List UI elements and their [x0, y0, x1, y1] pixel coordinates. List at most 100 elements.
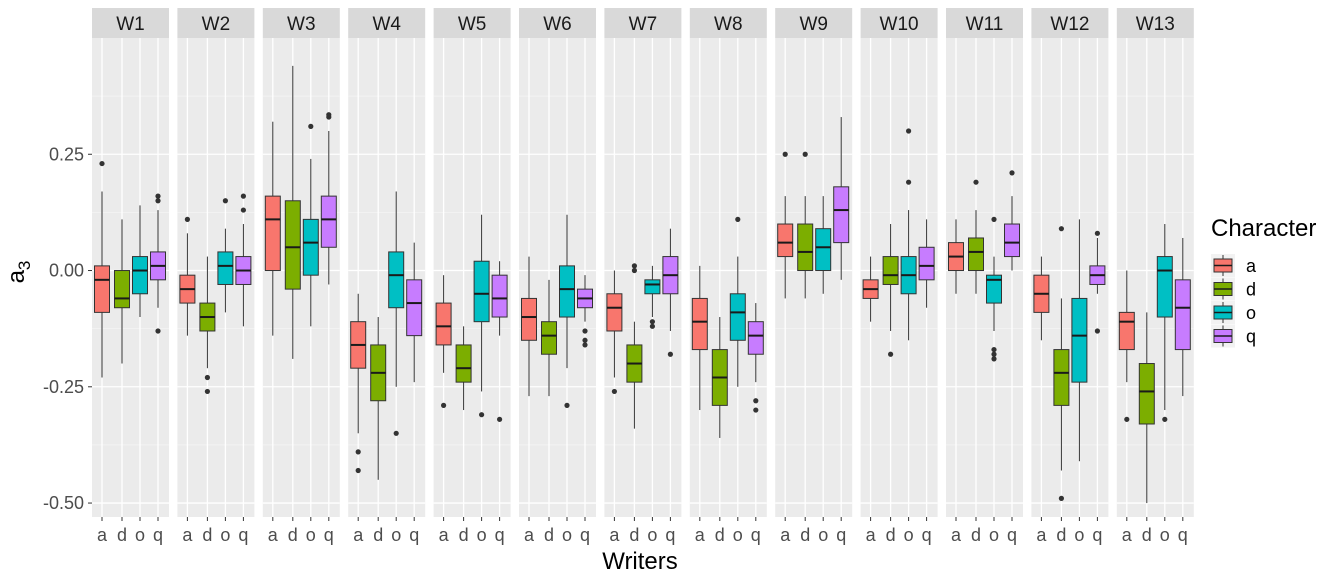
box-iqr	[559, 265, 575, 318]
y-tick-label: -0.25	[43, 377, 84, 397]
box-w8-a	[691, 265, 708, 411]
x-tick-label: d	[629, 525, 639, 545]
x-tick-label: q	[1178, 525, 1188, 545]
outlier-point	[564, 402, 570, 408]
box-w9-q	[833, 117, 850, 280]
box-iqr	[1138, 363, 1155, 425]
box-w13-a	[1118, 270, 1135, 422]
facet-strip-label: W10	[880, 14, 919, 35]
box-w2-q	[235, 193, 252, 327]
box-w7-q	[662, 228, 679, 357]
panel-w7: W7 a d o q	[604, 8, 682, 545]
panel-background	[689, 38, 767, 517]
box-w8-d	[711, 317, 728, 438]
x-tick-label: q	[665, 525, 675, 545]
box-iqr	[491, 274, 508, 318]
box-w11-d	[968, 179, 984, 294]
box-iqr	[521, 297, 537, 341]
box-iqr	[986, 274, 1002, 304]
outlier-point	[735, 216, 741, 222]
x-tick-label: o	[306, 525, 316, 545]
panel-w11: W11 a d o q	[946, 8, 1023, 545]
x-tick-label: o	[818, 525, 828, 545]
box-iqr	[691, 297, 708, 351]
x-tick-label: q	[1092, 525, 1102, 545]
outlier-point	[973, 179, 979, 185]
facet-strip-label: W8	[714, 14, 743, 35]
outlier-point	[582, 328, 588, 334]
panel-w13: W13 a d o q	[1116, 8, 1194, 545]
x-tick-label: d	[373, 525, 383, 545]
box-w8-q	[747, 303, 764, 413]
box-w7-a	[606, 270, 623, 395]
x-tick-label: q	[495, 525, 505, 545]
x-tick-label: d	[715, 525, 725, 545]
outlier-point	[1009, 170, 1015, 176]
outlier-point	[582, 342, 588, 348]
box-w1-a	[94, 160, 110, 378]
box-w11-q	[1004, 170, 1020, 271]
facet-strip-label: W11	[966, 14, 1004, 35]
x-tick-label: d	[971, 525, 981, 545]
x-tick-label: a	[695, 525, 706, 545]
facet-strip-label: W5	[458, 14, 487, 35]
panel-w6: W6 a d o q	[519, 8, 596, 545]
facet-strip-label: W13	[1136, 14, 1175, 35]
panel-background	[348, 38, 426, 517]
panel-w9: W9 a d o q	[775, 8, 853, 545]
x-tick-label: a	[780, 525, 791, 545]
outlier-point	[99, 160, 105, 167]
box-iqr	[302, 218, 319, 276]
outlier-point	[753, 398, 759, 404]
x-tick-label: q	[153, 525, 163, 545]
box-iqr	[388, 251, 405, 309]
x-tick-label: a	[951, 525, 962, 545]
facet-strip-label: W12	[1050, 14, 1089, 35]
x-tick-label: o	[220, 525, 230, 545]
outlier-point	[1124, 416, 1130, 422]
box-iqr	[1156, 256, 1173, 318]
x-tick-label: o	[1074, 525, 1084, 545]
box-iqr	[918, 246, 935, 281]
box-w4-d	[370, 317, 387, 480]
box-iqr	[455, 344, 472, 383]
x-tick-label: a	[97, 525, 108, 545]
box-iqr	[94, 265, 110, 313]
outlier-point	[1094, 230, 1100, 236]
outlier-point	[393, 430, 399, 436]
facet-strip-label: W9	[799, 14, 828, 35]
x-tick-label: a	[609, 525, 620, 545]
box-w7-d	[626, 263, 643, 429]
outlier-point	[355, 467, 361, 474]
box-iqr	[729, 293, 746, 341]
box-w3-q	[320, 112, 337, 285]
x-tick-label: o	[477, 525, 487, 545]
facet-strip	[262, 8, 340, 38]
legend-title: Character	[1211, 215, 1316, 242]
box-w4-o	[388, 191, 405, 436]
box-w1-q	[150, 193, 166, 334]
box-w3-a	[264, 121, 281, 336]
legend-key-a: a	[1211, 254, 1257, 277]
box-iqr	[606, 293, 623, 332]
box-w6-d	[541, 279, 557, 397]
outlier-point	[906, 128, 912, 134]
outlier-point	[1058, 495, 1064, 501]
box-w9-o	[815, 196, 832, 294]
legend-key-q: q	[1211, 324, 1256, 348]
facet-strip	[860, 8, 938, 38]
facet-strip	[1116, 8, 1194, 38]
legend-label-d: d	[1246, 280, 1256, 300]
outlier-point	[1058, 226, 1064, 232]
outlier-point	[649, 319, 656, 325]
x-tick-label: q	[836, 525, 846, 545]
outlier-point	[184, 216, 190, 222]
y-axis-title: a3	[3, 261, 34, 284]
x-tick-label: a	[353, 525, 364, 545]
x-tick-label: d	[459, 525, 469, 545]
box-w6-q	[577, 275, 593, 348]
